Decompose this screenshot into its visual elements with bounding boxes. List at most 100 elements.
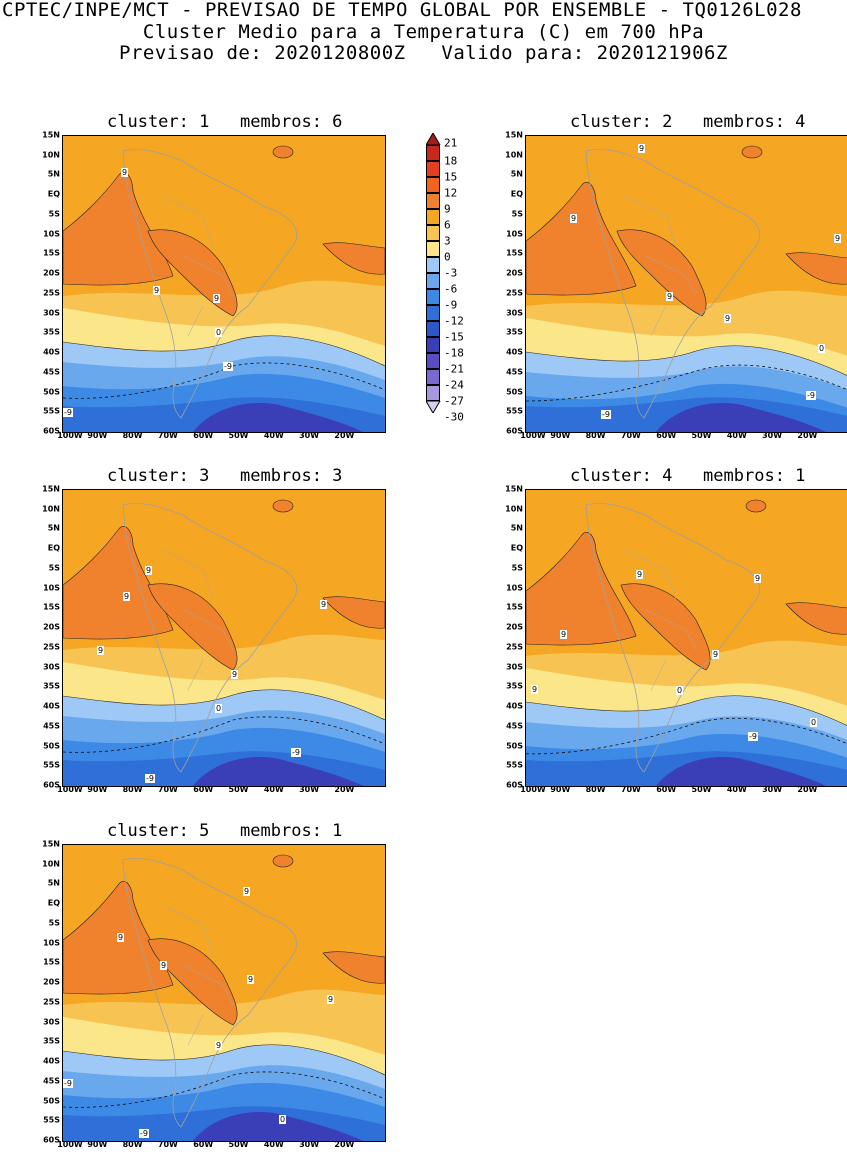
lon-tick-label: 60W bbox=[656, 785, 677, 794]
lat-tick-label: 10S bbox=[506, 583, 523, 593]
colorbar-bottom-arrow bbox=[426, 401, 441, 413]
lat-tick-label: EQ bbox=[47, 898, 60, 908]
lon-tick-label: 20W bbox=[797, 431, 818, 440]
contour-label: 0 bbox=[279, 1115, 287, 1124]
lon-tick-label: 30W bbox=[762, 785, 783, 794]
lat-tick-label: 55S bbox=[506, 406, 523, 416]
contour-label: 9 bbox=[123, 592, 131, 601]
colorbar-label: -15 bbox=[444, 330, 464, 344]
contour-label: -9 bbox=[63, 408, 73, 417]
contour-label: -9 bbox=[806, 391, 816, 400]
lon-tick-label: 90W bbox=[550, 785, 571, 794]
colorbar-segment bbox=[426, 241, 440, 257]
lon-tick-label: 60W bbox=[193, 785, 214, 794]
lon-tick-label: 30W bbox=[762, 431, 783, 440]
lat-tick-label: 25S bbox=[43, 997, 60, 1007]
lat-tick-label: 55S bbox=[43, 760, 60, 770]
lon-tick-label: 90W bbox=[87, 431, 108, 440]
contour-label: 0 bbox=[810, 718, 818, 727]
contour-label: 9 bbox=[215, 1041, 223, 1050]
longitude-labels: 100W 90W 80W 70W 60W 50W 40W 30W 20W bbox=[57, 1140, 384, 1154]
lat-tick-label: 15S bbox=[43, 602, 60, 612]
contour-label: 9 bbox=[117, 933, 125, 942]
lat-tick-label: 35S bbox=[43, 681, 60, 691]
colorbar-label: 15 bbox=[444, 170, 458, 184]
contour-label: 9 bbox=[724, 314, 732, 323]
contour-label: 9 bbox=[213, 294, 221, 303]
lon-tick-label: 70W bbox=[157, 785, 178, 794]
colorbar-label: 6 bbox=[444, 218, 451, 232]
lat-tick-label: 10N bbox=[42, 150, 60, 160]
lat-tick-label: 15S bbox=[43, 957, 60, 967]
temperature-map bbox=[63, 136, 385, 432]
lat-tick-label: EQ bbox=[510, 543, 523, 553]
lon-tick-label: 20W bbox=[334, 785, 355, 794]
lat-tick-label: 45S bbox=[43, 721, 60, 731]
lat-tick-label: 15N bbox=[505, 130, 523, 140]
lat-tick-label: 45S bbox=[506, 367, 523, 377]
lat-tick-label: 60S bbox=[43, 426, 60, 436]
lat-tick-label: 40S bbox=[506, 701, 523, 711]
colorbar-label: 18 bbox=[444, 154, 458, 168]
contour-label: 0 bbox=[215, 704, 223, 713]
map-area: 9 9 9 9 9 0 -9 -9 bbox=[62, 489, 386, 787]
lon-tick-label: 80W bbox=[122, 785, 143, 794]
colorbar-label: 0 bbox=[444, 250, 451, 264]
lat-tick-label: 15N bbox=[42, 484, 60, 494]
lat-tick-label: 20S bbox=[43, 622, 60, 632]
contour-label: 9 bbox=[97, 646, 105, 655]
lat-tick-label: 40S bbox=[43, 347, 60, 357]
lat-tick-label: 45S bbox=[43, 1076, 60, 1086]
lat-tick-label: 60S bbox=[506, 426, 523, 436]
lat-tick-label: 5N bbox=[47, 878, 60, 888]
latitude-labels: 15N 10N 5N EQ 5S 10S 15S 20S 25S 30S 35S 40S 45S 50S 5… bbox=[0, 131, 60, 436]
lon-tick-label: 100W bbox=[520, 431, 546, 440]
lat-tick-label: 25S bbox=[506, 642, 523, 652]
contour-label: 9 bbox=[320, 600, 328, 609]
colorbar-segment bbox=[426, 257, 440, 273]
contour-label: 0 bbox=[676, 686, 684, 695]
lat-tick-label: 5S bbox=[48, 209, 60, 219]
contour-label: 9 bbox=[531, 685, 539, 694]
lon-tick-label: 20W bbox=[334, 431, 355, 440]
lat-tick-label: 60S bbox=[43, 780, 60, 790]
lon-tick-label: 90W bbox=[87, 1140, 108, 1149]
lat-tick-label: 10S bbox=[43, 938, 60, 948]
lon-tick-label: 70W bbox=[157, 431, 178, 440]
lat-tick-label: 5S bbox=[511, 563, 523, 573]
lat-tick-label: 5S bbox=[511, 209, 523, 219]
lon-tick-label: 30W bbox=[299, 785, 320, 794]
colorbar-label: -21 bbox=[444, 362, 464, 376]
lon-tick-label: 80W bbox=[122, 431, 143, 440]
lon-tick-label: 70W bbox=[157, 1140, 178, 1149]
contour-label: 9 bbox=[145, 566, 153, 575]
contour-label: 9 bbox=[243, 887, 251, 896]
contour-label: 9 bbox=[231, 670, 239, 679]
lat-tick-label: 60S bbox=[506, 780, 523, 790]
lon-tick-label: 40W bbox=[263, 1140, 284, 1149]
colorbar-segment bbox=[426, 273, 440, 289]
panel-title: cluster: 3 membros: 3 bbox=[107, 466, 343, 486]
lat-tick-label: 30S bbox=[506, 308, 523, 318]
figure-title-line-3: Previsao de: 2020120800Z Valido para: 20… bbox=[119, 42, 728, 64]
latitude-labels: 15N 10N 5N EQ 5S 10S 15S 20S 25S 30S 35S 40S 45S 50S 5… bbox=[463, 131, 523, 436]
colorbar-segment bbox=[426, 289, 440, 305]
temperature-map bbox=[63, 490, 385, 786]
map-area: 9 9 9 9 9 0 -9 -9 9 bbox=[62, 844, 386, 1142]
map-panel: cluster: 1 membros: 6 15N 10N 5N EQ 5S 10S 15S 2… bbox=[0, 113, 386, 453]
contour-label: -9 bbox=[601, 410, 611, 419]
lat-tick-label: 5N bbox=[510, 169, 523, 179]
lat-tick-label: 40S bbox=[43, 701, 60, 711]
map-area: 9 9 9 9 9 0 0 -9 bbox=[525, 489, 847, 787]
lat-tick-label: 45S bbox=[506, 721, 523, 731]
lat-tick-label: 55S bbox=[43, 1115, 60, 1125]
contour-label: -9 bbox=[291, 748, 301, 757]
panel-title: cluster: 5 membros: 1 bbox=[107, 821, 343, 841]
lat-tick-label: 5N bbox=[47, 169, 60, 179]
colorbar-segment bbox=[426, 369, 440, 385]
lon-tick-label: 60W bbox=[193, 431, 214, 440]
colorbar-segment bbox=[426, 353, 440, 369]
lon-tick-label: 80W bbox=[585, 431, 606, 440]
lat-tick-label: 15S bbox=[43, 248, 60, 258]
lat-tick-label: 55S bbox=[506, 760, 523, 770]
